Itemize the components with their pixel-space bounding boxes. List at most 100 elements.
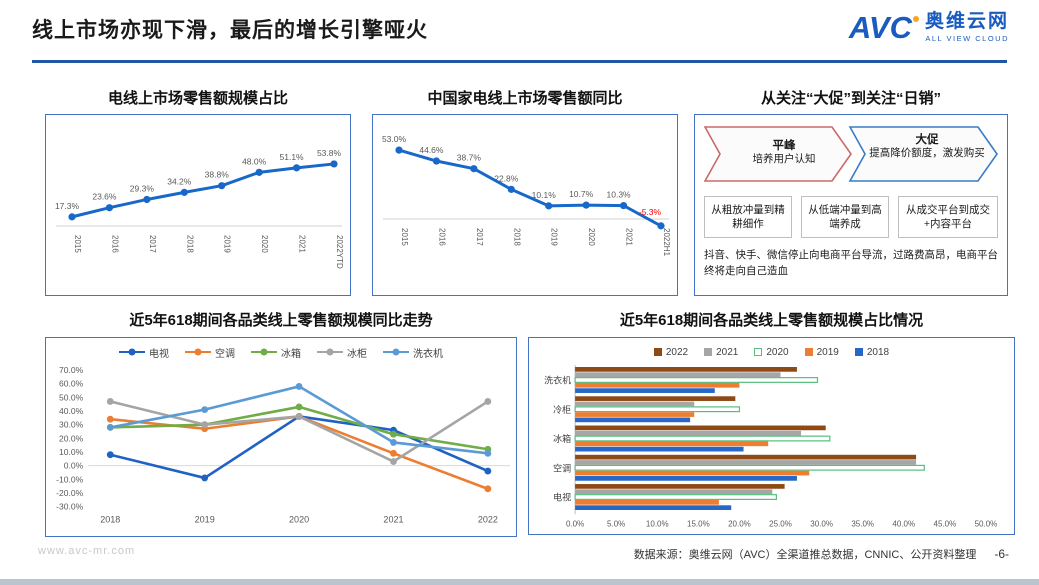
- bar: [575, 382, 740, 388]
- legend-item: 2019: [804, 346, 839, 358]
- data-label: 29.3%: [130, 183, 155, 193]
- x-tick-label: 2016: [110, 235, 119, 253]
- series-line: [109, 400, 489, 463]
- online_share-svg: 17.3% 2015 23.6% 2016 29.3% 2017 34.2% 2018 38.8…: [55, 148, 344, 269]
- online-share-title: 电线上市场零售额规模占比: [107, 90, 288, 107]
- logo-en-text: ALL VIEW CLOUD: [925, 33, 1009, 43]
- logo-dot-icon: [912, 16, 919, 22]
- panel-promo: 从关注“大促”到关注“日销” 平峰 培养用户认知 大促 提高降价额度，激发购买 …: [694, 88, 1008, 296]
- x-tick-label: 2017: [475, 228, 484, 246]
- panel-618-yoy: 近5年618期间各品类线上零售额规模同比走势 电视 空调 冰箱 冰柜 洗衣机 70.0%…: [45, 310, 517, 537]
- x-tick-label: 2016: [437, 228, 446, 246]
- bar: [575, 430, 802, 436]
- x-tick-label: 2021: [298, 235, 307, 253]
- bar: [574, 494, 778, 500]
- data-label: 23.6%: [92, 192, 117, 202]
- legend-item: 2020: [754, 347, 789, 358]
- watermark: www.avc-mr.com: [38, 545, 136, 557]
- data-point: [105, 204, 114, 212]
- data-label: 10.7%: [569, 189, 594, 199]
- bar: [574, 435, 831, 442]
- category-label: 电视: [553, 492, 571, 503]
- legend-marker-icon: [383, 350, 409, 354]
- legend-item: 2022: [653, 347, 688, 358]
- promo-note: 抖音、快手、微信停止向电商平台导流，过路费高昂，电商平台终将走向自己造血: [704, 249, 998, 277]
- data-point: [106, 423, 114, 431]
- y-tick-label: 10.0%: [59, 447, 84, 457]
- x-tick-label: 2017: [148, 235, 157, 253]
- bar: [574, 377, 819, 383]
- legend-label: 2019: [816, 346, 839, 358]
- x-tick-label: 0.0%: [566, 519, 584, 528]
- 618-yoy-chart: 70.0% 60.0% 50.0% 40.0% 30.0% 20.0% 10.0% 0.0% -…: [46, 362, 516, 531]
- panel-online-yoy: 中国家电线上市场零售额同比 53.0% 2015 44.6% 2016 38.7% 201…: [372, 88, 678, 296]
- bar: [575, 446, 744, 452]
- data-point: [330, 160, 338, 168]
- legend-marker-icon: [653, 348, 662, 356]
- bar: [575, 441, 769, 447]
- 618-yoy-title: 近5年618期间各品类线上零售额规模同比走势: [129, 312, 433, 329]
- data-point: [201, 421, 209, 429]
- x-tick-label: 2015: [73, 235, 82, 253]
- online_yoy-svg: 53.0% 2015 44.6% 2016 38.7% 2017 22.8% 2018 10.1…: [382, 134, 671, 256]
- data-point: [292, 164, 301, 172]
- bar: [575, 367, 797, 372]
- 618-share-legend: 2022 2021 2020 2019 2018: [529, 342, 1014, 362]
- data-point: [390, 439, 397, 446]
- legend-marker-icon: [251, 350, 277, 354]
- bar: [575, 396, 736, 401]
- data-source-note: 数据来源：奥维云网（AVC）全渠道推总数据，CNNIC、公开资料整理: [633, 549, 977, 561]
- x-tick-label: 2015: [400, 228, 409, 246]
- data-label: 17.3%: [55, 201, 80, 211]
- legend-item: 电视: [119, 345, 169, 360]
- data-label: 38.8%: [205, 170, 230, 180]
- bar: [575, 470, 810, 476]
- online-yoy-chart: 53.0% 2015 44.6% 2016 38.7% 2017 22.8% 2018 10.1…: [373, 115, 677, 295]
- legend-marker-icon: [754, 348, 763, 356]
- x-tick-label: 2021: [383, 515, 403, 525]
- x-tick-label: 25.0%: [769, 519, 792, 528]
- data-point: [180, 188, 188, 196]
- legend-label: 2021: [716, 346, 739, 358]
- y-tick-label: 70.0%: [59, 365, 84, 375]
- y-tick-label: 0.0%: [64, 461, 84, 471]
- peak-arrow-shape: [704, 126, 852, 182]
- online-yoy-title: 中国家电线上市场零售额同比: [427, 90, 623, 107]
- series-line: [71, 162, 335, 219]
- bar: [575, 417, 691, 423]
- promo-arrow-desc: 提高降价额度，激发购买: [869, 147, 985, 160]
- bar: [575, 425, 826, 431]
- promo-arrows: 平峰 培养用户认知 大促 提高降价额度，激发购买: [704, 125, 998, 185]
- 618-yoy-legend: 电视 空调 冰箱 冰柜 洗衣机: [46, 342, 516, 362]
- x-tick-label: 2021: [625, 228, 634, 246]
- chevron-arrows-graphic: [704, 126, 998, 182]
- x-tick-label: 2020: [587, 228, 596, 246]
- cat_618_share-svg: 0.0% 5.0% 10.0% 15.0% 20.0% 25.0% 30.0% 35.0% 40…: [544, 365, 997, 528]
- x-tick-label: 2019: [223, 235, 232, 253]
- legend-label: 电视: [149, 348, 169, 360]
- header-divider: [32, 60, 1007, 63]
- data-point: [395, 146, 403, 154]
- y-tick-label: -10.0%: [56, 474, 83, 484]
- strategy-box-1: 从粗放冲量到精耕细作: [704, 196, 792, 239]
- y-tick-label: 40.0%: [59, 406, 84, 416]
- y-tick-label: 60.0%: [59, 379, 84, 389]
- x-tick-label: 2022YTD: [335, 235, 344, 269]
- promo-arrow-label: 大促 提高降价额度，激发购买: [862, 133, 992, 161]
- data-label: 44.6%: [419, 145, 444, 155]
- data-point: [143, 195, 151, 204]
- cat_618_yoy-svg: 70.0% 60.0% 50.0% 40.0% 30.0% 20.0% 10.0% 0.0% -…: [56, 365, 510, 525]
- bar: [575, 484, 785, 489]
- x-tick-label: 35.0%: [851, 519, 874, 528]
- bar: [575, 372, 781, 378]
- data-point: [218, 182, 226, 190]
- data-point: [68, 213, 76, 221]
- x-tick-label: 20.0%: [728, 519, 751, 528]
- legend-label: 冰柜: [347, 348, 367, 360]
- x-tick-label: 15.0%: [687, 519, 710, 528]
- bar: [575, 489, 773, 495]
- panel-online-share: 电线上市场零售额规模占比 17.3% 2015 23.6% 2016 29.3% 2017…: [45, 88, 351, 296]
- legend-marker-icon: [119, 350, 145, 354]
- legend-label: 2018: [866, 346, 890, 358]
- data-label: -5.3%: [639, 207, 662, 217]
